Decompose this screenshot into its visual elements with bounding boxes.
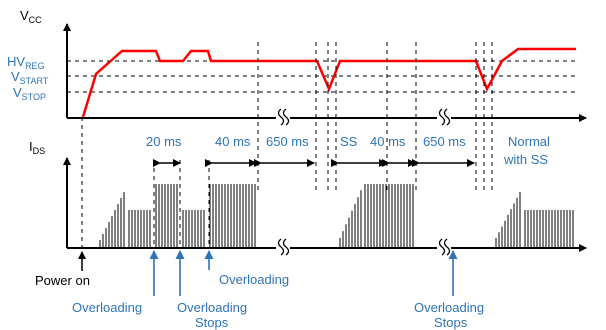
interval-40ms-b-label: 40 ms — [370, 134, 406, 149]
interval-40ms-a-label: 40 ms — [215, 134, 251, 149]
interval-ss-label: SS — [340, 134, 358, 149]
overloading-stops-1-label-line1: Overloading — [177, 300, 247, 315]
vstop-label: VSTOP — [13, 85, 46, 102]
vcc-panel: VCC HVREG VSTART VSTOP — [7, 8, 587, 128]
vcc-axis-break-2 — [437, 108, 451, 128]
hvreg-label: HVREG — [7, 54, 45, 71]
ids-axis-break-1 — [276, 238, 290, 258]
ids-axis-label: IDS — [29, 139, 45, 156]
normal-with-ss-label-line2: with SS — [503, 152, 548, 167]
interval-20ms-label: 20 ms — [146, 134, 182, 149]
normal-with-ss-label-line1: Normal — [508, 134, 550, 149]
vcc-trace — [81, 47, 576, 118]
overloading-stops-1-label-line2: Stops — [195, 315, 229, 330]
interval-annotations: 20 ms 40 ms 650 ms SS 40 ms 650 ms Norma… — [146, 134, 550, 167]
overloading-1-label: Overloading — [72, 300, 142, 315]
vcc-axis-label: VCC — [20, 8, 42, 25]
ids-panel: IDS — [29, 139, 587, 258]
power-on-label: Power on — [35, 273, 90, 288]
event-annotations: Power on Overloading Overloading Stops O… — [35, 250, 484, 330]
overloading-2-label: Overloading — [219, 272, 289, 287]
overloading-stops-2-label-line2: Stops — [434, 315, 468, 330]
ids-pulse-train — [99, 184, 574, 247]
ids-axis-break-2 — [437, 238, 451, 258]
interval-650ms-b-label: 650 ms — [423, 134, 466, 149]
vcc-axis-break-1 — [276, 108, 290, 128]
vstart-label: VSTART — [11, 69, 49, 86]
interval-650ms-a-label: 650 ms — [266, 134, 309, 149]
overloading-stops-2-label-line1: Overloading — [414, 300, 484, 315]
